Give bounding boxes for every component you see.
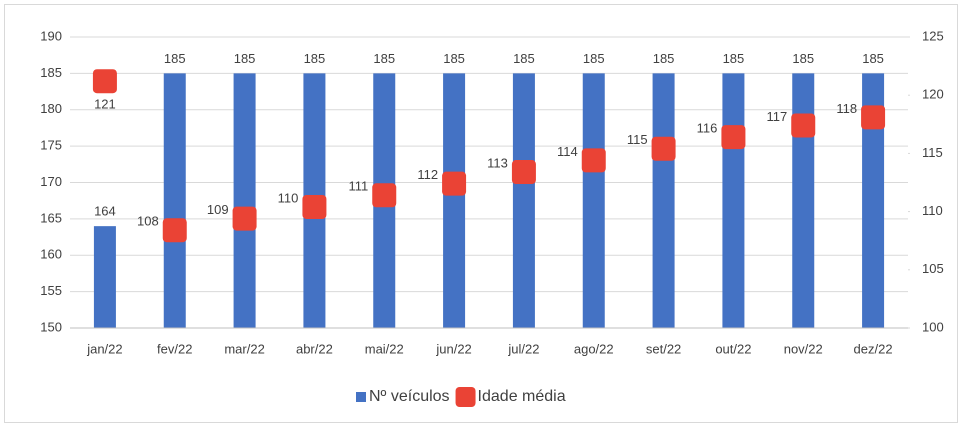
marker bbox=[651, 136, 676, 161]
marker-label: 108 bbox=[137, 214, 159, 229]
marker-label: 121 bbox=[94, 97, 116, 112]
bar-label: 185 bbox=[373, 51, 395, 66]
y2-tick-label: 110 bbox=[922, 203, 943, 218]
x-tick-label: ago/22 bbox=[574, 341, 614, 356]
bar-label: 185 bbox=[443, 51, 465, 66]
y-tick-label: 180 bbox=[40, 101, 62, 116]
bar-label: 185 bbox=[792, 51, 814, 66]
x-tick-label: jun/22 bbox=[435, 341, 471, 356]
marker bbox=[791, 113, 816, 138]
x-tick-label: set/22 bbox=[646, 341, 681, 356]
bar-label: 185 bbox=[164, 51, 186, 66]
legend-label: Nº veículos bbox=[369, 388, 450, 405]
marker-label: 116 bbox=[697, 121, 718, 136]
y-tick-label: 175 bbox=[40, 138, 62, 153]
bar bbox=[722, 73, 745, 328]
x-tick-label: out/22 bbox=[715, 341, 751, 356]
bar bbox=[582, 73, 605, 328]
x-tick-label: nov/22 bbox=[784, 341, 823, 356]
y-tick-label: 155 bbox=[40, 283, 62, 298]
x-tick-label: abr/22 bbox=[296, 341, 333, 356]
y-tick-label: 170 bbox=[40, 174, 62, 189]
marker-label: 115 bbox=[627, 132, 648, 147]
y-tick-label: 185 bbox=[40, 65, 62, 80]
bar bbox=[792, 73, 815, 328]
x-tick-label: fev/22 bbox=[157, 341, 192, 356]
x-tick-label: mar/22 bbox=[224, 341, 264, 356]
marker bbox=[232, 206, 257, 231]
marker bbox=[442, 171, 467, 196]
marker bbox=[372, 183, 397, 208]
bar bbox=[443, 73, 466, 328]
y2-tick-label: 125 bbox=[922, 28, 944, 43]
bar-label: 185 bbox=[862, 51, 884, 66]
y-tick-label: 150 bbox=[40, 319, 62, 334]
bar bbox=[93, 226, 116, 328]
marker-label: 109 bbox=[207, 202, 229, 217]
marker bbox=[92, 69, 117, 94]
marker-label: 118 bbox=[836, 101, 857, 116]
bar-label: 164 bbox=[94, 204, 116, 219]
marker-label: 111 bbox=[348, 179, 368, 194]
bar bbox=[862, 73, 885, 328]
marker bbox=[581, 148, 606, 173]
bar-label: 185 bbox=[234, 51, 256, 66]
y2-tick-label: 115 bbox=[922, 145, 943, 160]
bar bbox=[652, 73, 675, 328]
marker-label: 113 bbox=[487, 155, 508, 170]
marker bbox=[302, 194, 327, 219]
bar bbox=[233, 73, 256, 328]
x-tick-label: jan/22 bbox=[86, 341, 122, 356]
legend-swatch bbox=[356, 392, 366, 402]
marker bbox=[511, 160, 536, 185]
marker-label: 114 bbox=[557, 144, 578, 159]
y-tick-label: 190 bbox=[40, 28, 62, 43]
bar-label: 185 bbox=[583, 51, 605, 66]
marker-label: 112 bbox=[417, 167, 438, 182]
bar-label: 185 bbox=[653, 51, 675, 66]
x-tick-label: mai/22 bbox=[365, 341, 404, 356]
marker bbox=[721, 125, 746, 150]
bar bbox=[163, 73, 186, 328]
marker bbox=[162, 218, 187, 243]
marker-label: 110 bbox=[278, 190, 299, 205]
legend-label: Idade média bbox=[478, 388, 566, 405]
y2-tick-label: 105 bbox=[922, 261, 944, 276]
marker bbox=[861, 105, 886, 130]
y2-tick-label: 120 bbox=[922, 87, 944, 102]
y2-tick-label: 100 bbox=[922, 319, 944, 334]
bar-label: 185 bbox=[513, 51, 535, 66]
legend-swatch bbox=[455, 387, 476, 407]
bar-label: 185 bbox=[304, 51, 326, 66]
marker-label: 117 bbox=[767, 109, 788, 124]
x-tick-label: dez/22 bbox=[854, 341, 893, 356]
bar-label: 185 bbox=[723, 51, 745, 66]
bar bbox=[512, 73, 535, 328]
y-tick-label: 165 bbox=[40, 210, 62, 225]
y-tick-label: 160 bbox=[40, 247, 62, 262]
x-tick-label: jul/22 bbox=[507, 341, 539, 356]
